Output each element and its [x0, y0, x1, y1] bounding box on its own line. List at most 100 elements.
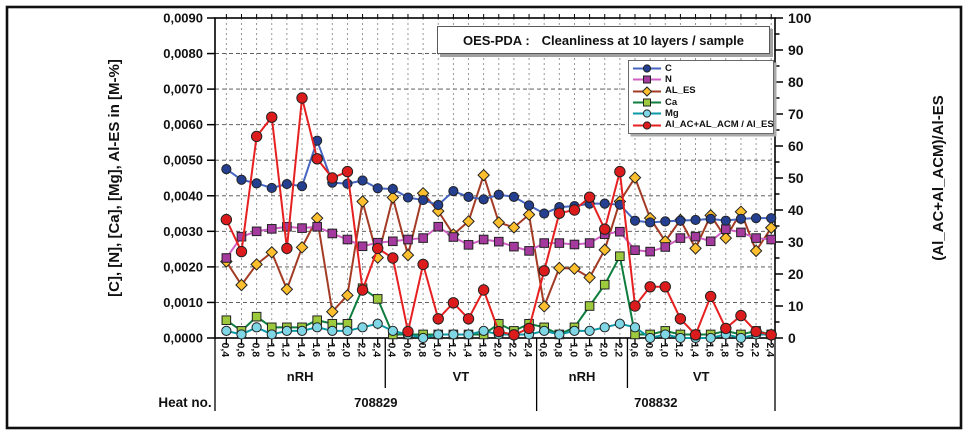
data-point-marker: [629, 322, 641, 333]
data-point-marker: [478, 325, 489, 336]
data-point-marker: [221, 315, 232, 326]
x-tick-label: 2,0: [734, 343, 746, 358]
right-tick-label: 60: [788, 138, 804, 154]
data-point-marker: [689, 242, 702, 255]
data-point-marker: [341, 165, 354, 178]
data-point-marker: [735, 309, 747, 322]
data-point-marker: [418, 332, 429, 344]
right-tick-label: 0: [788, 330, 796, 346]
data-point-marker: [432, 313, 444, 325]
data-point-marker: [720, 215, 731, 226]
data-point-marker: [675, 233, 686, 243]
data-point-marker: [569, 325, 580, 336]
legend-item: AL_ES: [632, 86, 770, 97]
legend-item: N: [632, 74, 770, 85]
data-point-marker: [629, 300, 641, 312]
figure-border: [5, 5, 963, 430]
data-point-marker: [615, 251, 625, 262]
x-tick-label: 1,6: [310, 343, 322, 358]
right-tick-label: 40: [788, 202, 804, 218]
data-point-marker: [615, 226, 625, 237]
legend-label: N: [665, 73, 672, 85]
data-point-marker: [705, 236, 716, 247]
data-point-marker: [689, 329, 702, 341]
data-point-marker: [280, 282, 294, 296]
legend-item: C: [632, 63, 770, 74]
treatment-group-label: VT: [693, 369, 710, 384]
data-point-marker: [266, 224, 277, 234]
data-point-marker: [538, 265, 550, 277]
data-point-marker: [584, 325, 595, 336]
data-point-marker: [448, 186, 459, 197]
data-point-marker: [492, 216, 506, 229]
data-point-marker: [720, 322, 732, 335]
data-point-marker: [281, 325, 292, 336]
legend-item: Ca: [632, 97, 770, 108]
data-point-marker: [281, 242, 293, 255]
data-point-marker: [251, 178, 262, 189]
data-point-marker: [388, 236, 398, 247]
left-tick-label: 0,0060: [163, 117, 203, 132]
legend-marker-icon: [642, 109, 652, 119]
data-point-marker: [417, 258, 429, 271]
data-point-marker: [297, 223, 307, 233]
data-point-marker: [735, 213, 747, 224]
left-tick-label: 0,0000: [163, 331, 203, 346]
data-point-marker: [645, 246, 655, 257]
x-tick-label: 1,0: [658, 343, 670, 358]
left-tick-label: 0,0080: [163, 46, 203, 61]
data-point-marker: [523, 322, 535, 335]
data-point-marker: [735, 332, 747, 344]
data-point-marker: [583, 191, 596, 203]
data-point-marker: [402, 192, 414, 203]
data-point-marker: [630, 245, 640, 255]
legend-marker-icon: [641, 86, 653, 97]
right-axis: 0 10 20 30 40 50 60 70 80 90 100: [775, 10, 812, 346]
right-tick-label: 70: [788, 106, 804, 122]
x-tick-label: 1,0: [567, 343, 579, 358]
left-tick-label: 0,0020: [163, 259, 203, 274]
right-tick-label: 50: [788, 170, 804, 186]
legend-swatch: [633, 98, 661, 107]
data-point-marker: [629, 215, 641, 226]
data-point-marker: [675, 332, 686, 344]
legend-swatch: [633, 86, 661, 97]
data-point-marker: [356, 195, 369, 208]
data-point-marker: [553, 261, 566, 275]
data-point-marker: [477, 168, 490, 182]
x-tick-label: 0,4: [386, 343, 398, 358]
x-tick-label: 1,2: [446, 343, 458, 358]
legend-label: AL_ES: [665, 85, 696, 97]
data-point-marker: [660, 216, 671, 227]
data-point-marker: [645, 332, 656, 344]
left-axis-title: [C], [N], [Ca], [Mg], Al-ES in [M-%]: [106, 59, 123, 297]
chart-title-box: OES-PDA : Cleanliness at 10 layers / sam…: [437, 26, 770, 54]
x-tick-label: 1,4: [688, 343, 700, 358]
x-tick-label: 0,8: [249, 343, 261, 358]
x-tick-label: 2,2: [613, 343, 625, 358]
left-tick-label: 0,0010: [163, 295, 203, 310]
data-point-marker: [675, 215, 686, 226]
data-point-marker: [539, 325, 550, 336]
data-point-marker: [281, 178, 292, 190]
x-tick-label: 0,8: [643, 343, 655, 358]
data-point-marker: [750, 213, 762, 224]
right-tick-label: 10: [788, 298, 804, 314]
data-point-marker: [220, 213, 233, 226]
data-point-marker: [463, 191, 474, 202]
treatment-group-label: nRH: [287, 369, 314, 384]
data-point-marker: [266, 329, 277, 340]
data-point-marker: [463, 240, 474, 250]
data-point-marker: [250, 258, 263, 271]
legend-marker-icon: [642, 121, 652, 130]
chart-title-text: Cleanliness at 10 layers / sample: [541, 32, 745, 48]
series-N: [221, 221, 777, 263]
x-tick-label: 1,0: [431, 343, 443, 358]
right-tick-label: 90: [788, 42, 804, 58]
data-point-marker: [327, 228, 338, 239]
x-tick-label: 1,0: [265, 343, 277, 358]
data-point-marker: [342, 234, 353, 245]
data-point-marker: [704, 290, 717, 303]
